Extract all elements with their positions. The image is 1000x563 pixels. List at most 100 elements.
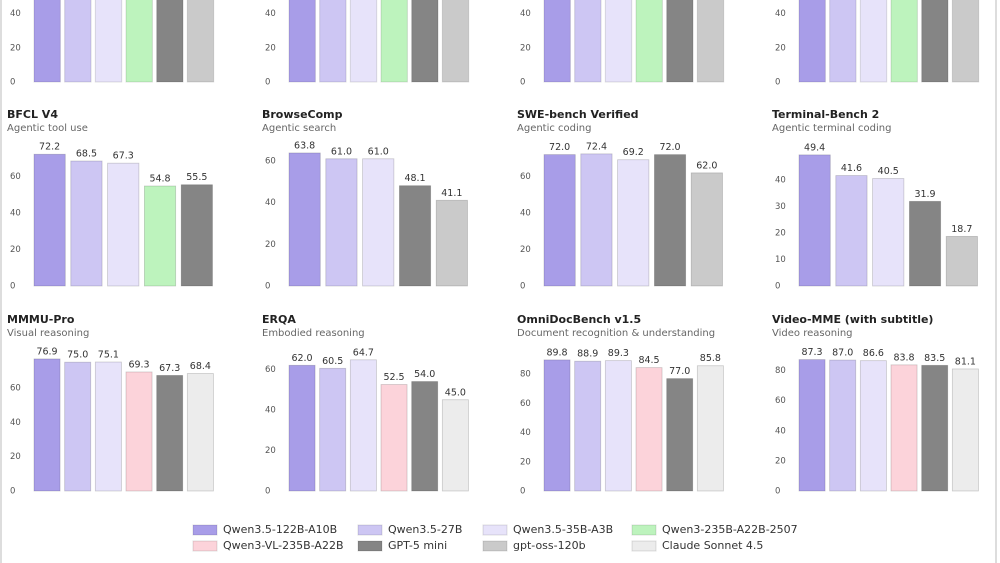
bar bbox=[543, 154, 576, 287]
bar bbox=[325, 158, 358, 287]
legend-label: Qwen3.5-35B-A3B bbox=[513, 523, 613, 536]
value-label: 68.4 bbox=[190, 361, 211, 372]
legend-swatch bbox=[357, 540, 383, 552]
value-label: 61.0 bbox=[368, 146, 389, 157]
bar bbox=[580, 153, 613, 287]
value-label: 52.5 bbox=[383, 372, 404, 383]
value-label: 63.8 bbox=[294, 140, 315, 151]
bar bbox=[107, 162, 140, 287]
bar bbox=[411, 381, 439, 492]
cropped-bar bbox=[604, 0, 633, 83]
value-label: 41.1 bbox=[441, 188, 462, 199]
value-label: 55.5 bbox=[186, 172, 207, 183]
value-label: 48.1 bbox=[404, 173, 425, 184]
value-label: 72.4 bbox=[586, 141, 607, 152]
value-label: 45.0 bbox=[445, 387, 466, 398]
cropped-bar bbox=[186, 0, 215, 83]
value-label: 84.5 bbox=[638, 355, 659, 366]
chart-subtitle: Agentic tool use bbox=[7, 123, 88, 134]
value-label: 31.9 bbox=[914, 189, 935, 200]
cropped-bar bbox=[798, 0, 826, 83]
bar bbox=[435, 199, 468, 287]
value-label: 81.1 bbox=[955, 356, 976, 367]
value-label: 83.8 bbox=[893, 352, 914, 363]
y-tick-label: 60 bbox=[520, 172, 531, 182]
cropped-bar bbox=[829, 0, 857, 83]
y-tick-label: 40 bbox=[520, 428, 531, 438]
y-tick-label: 60 bbox=[520, 399, 531, 409]
y-tick-label: 20 bbox=[265, 240, 276, 250]
chart-title: Video-MME (with subtitle) bbox=[772, 313, 933, 326]
y-tick-label: 20 bbox=[265, 43, 276, 53]
legend-label: Qwen3.5-27B bbox=[388, 523, 462, 536]
bar bbox=[635, 367, 663, 492]
y-tick-label: 60 bbox=[10, 383, 21, 393]
y-tick-label: 0 bbox=[775, 487, 780, 497]
chart-subtitle: Agentic search bbox=[262, 123, 336, 134]
y-tick-label: 0 bbox=[10, 78, 15, 88]
y-tick-label: 0 bbox=[520, 282, 525, 292]
legend-swatch bbox=[192, 540, 218, 552]
chart-title: ERQA bbox=[262, 313, 296, 326]
cropped-bar bbox=[951, 0, 980, 83]
bar bbox=[690, 172, 723, 287]
value-label: 72.0 bbox=[659, 142, 680, 153]
bar bbox=[349, 359, 377, 492]
bar bbox=[33, 153, 66, 287]
value-label: 54.0 bbox=[414, 369, 435, 380]
value-label: 85.8 bbox=[700, 353, 721, 364]
y-tick-label: 20 bbox=[10, 43, 21, 53]
bar bbox=[921, 364, 949, 492]
bar bbox=[890, 364, 918, 492]
chart-subtitle: Embodied reasoning bbox=[262, 328, 365, 339]
value-label: 41.6 bbox=[841, 163, 862, 174]
bar bbox=[951, 368, 979, 492]
y-tick-label: 40 bbox=[265, 405, 276, 415]
y-tick-label: 40 bbox=[775, 426, 786, 436]
value-label: 89.8 bbox=[546, 347, 567, 358]
cropped-bar bbox=[696, 0, 725, 83]
value-label: 88.9 bbox=[577, 349, 598, 360]
y-tick-label: 40 bbox=[10, 209, 21, 219]
bar bbox=[798, 359, 826, 492]
bar bbox=[543, 359, 571, 492]
cropped-bar bbox=[288, 0, 316, 83]
cropped-bar bbox=[156, 0, 184, 83]
y-tick-label: 0 bbox=[775, 282, 780, 292]
legend-label: gpt-oss-120b bbox=[513, 539, 586, 552]
chart-title: BrowseComp bbox=[262, 108, 343, 121]
y-tick-label: 0 bbox=[10, 282, 15, 292]
cropped-bar bbox=[921, 0, 949, 83]
chart-title: OmniDocBench v1.5 bbox=[517, 313, 641, 326]
y-tick-label: 40 bbox=[775, 9, 786, 19]
bar bbox=[70, 160, 103, 287]
legend-label: Qwen3-235B-A22B-2507 bbox=[662, 523, 798, 536]
y-tick-label: 0 bbox=[265, 487, 270, 497]
bar bbox=[829, 359, 857, 492]
cropped-bar bbox=[859, 0, 888, 83]
bar bbox=[604, 360, 632, 492]
value-label: 83.5 bbox=[924, 353, 945, 364]
value-label: 67.3 bbox=[159, 363, 180, 374]
value-label: 61.0 bbox=[331, 146, 352, 157]
y-tick-label: 60 bbox=[265, 156, 276, 166]
cropped-bar bbox=[319, 0, 347, 83]
bar bbox=[666, 378, 694, 492]
y-tick-label: 0 bbox=[10, 487, 15, 497]
y-tick-label: 80 bbox=[775, 366, 786, 376]
bar bbox=[143, 185, 177, 287]
legend-label: Qwen3-VL-235B-A22B bbox=[223, 539, 343, 552]
legend-label: GPT-5 mini bbox=[388, 539, 447, 552]
chart-title: MMMU-Pro bbox=[7, 313, 75, 326]
y-tick-label: 0 bbox=[520, 78, 525, 88]
bar bbox=[835, 175, 868, 287]
cropped-bar bbox=[574, 0, 602, 83]
legend-swatch bbox=[192, 524, 218, 536]
bar bbox=[33, 358, 61, 492]
bar bbox=[156, 375, 184, 492]
bar bbox=[909, 200, 942, 287]
bar bbox=[288, 364, 316, 492]
y-tick-label: 20 bbox=[265, 446, 276, 456]
cropped-bar bbox=[125, 0, 153, 83]
value-label: 18.7 bbox=[951, 224, 972, 235]
